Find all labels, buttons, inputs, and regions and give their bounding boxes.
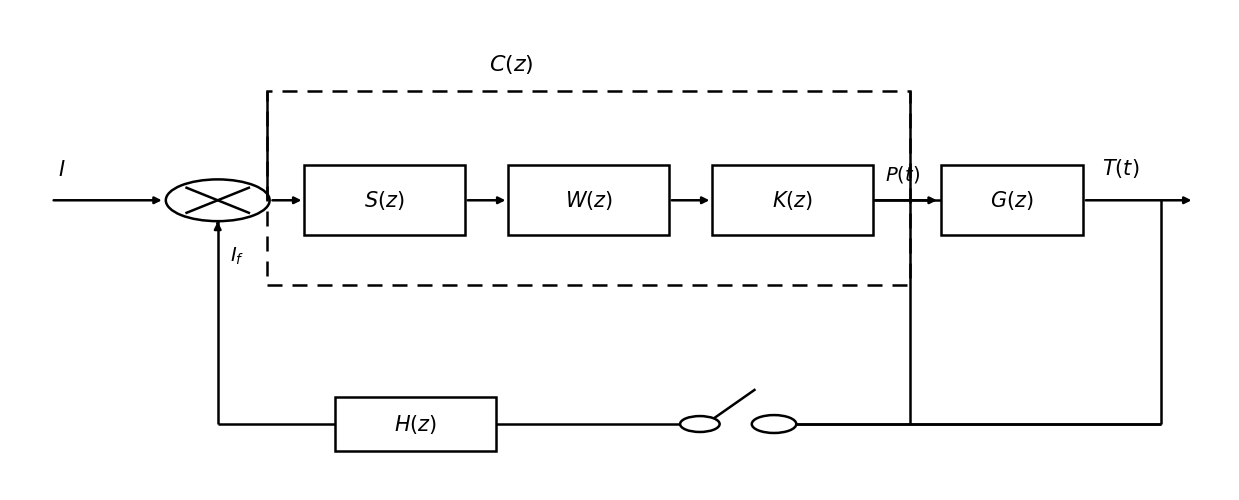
Bar — [712, 166, 873, 235]
Bar — [508, 166, 669, 235]
Text: $C(z)$: $C(z)$ — [489, 53, 534, 76]
Bar — [940, 166, 1083, 235]
Text: $K(z)$: $K(z)$ — [772, 189, 813, 212]
Bar — [305, 166, 465, 235]
Text: $P(t)$: $P(t)$ — [886, 164, 921, 186]
Text: $I_f$: $I_f$ — [230, 246, 244, 268]
Bar — [336, 396, 496, 452]
Text: $H(z)$: $H(z)$ — [394, 412, 437, 436]
Text: $S(z)$: $S(z)$ — [364, 189, 405, 212]
Text: $T(t)$: $T(t)$ — [1101, 158, 1139, 180]
Text: $W(z)$: $W(z)$ — [565, 189, 612, 212]
Bar — [268, 91, 909, 285]
Text: $G(z)$: $G(z)$ — [990, 189, 1033, 212]
Text: $I$: $I$ — [58, 160, 66, 180]
